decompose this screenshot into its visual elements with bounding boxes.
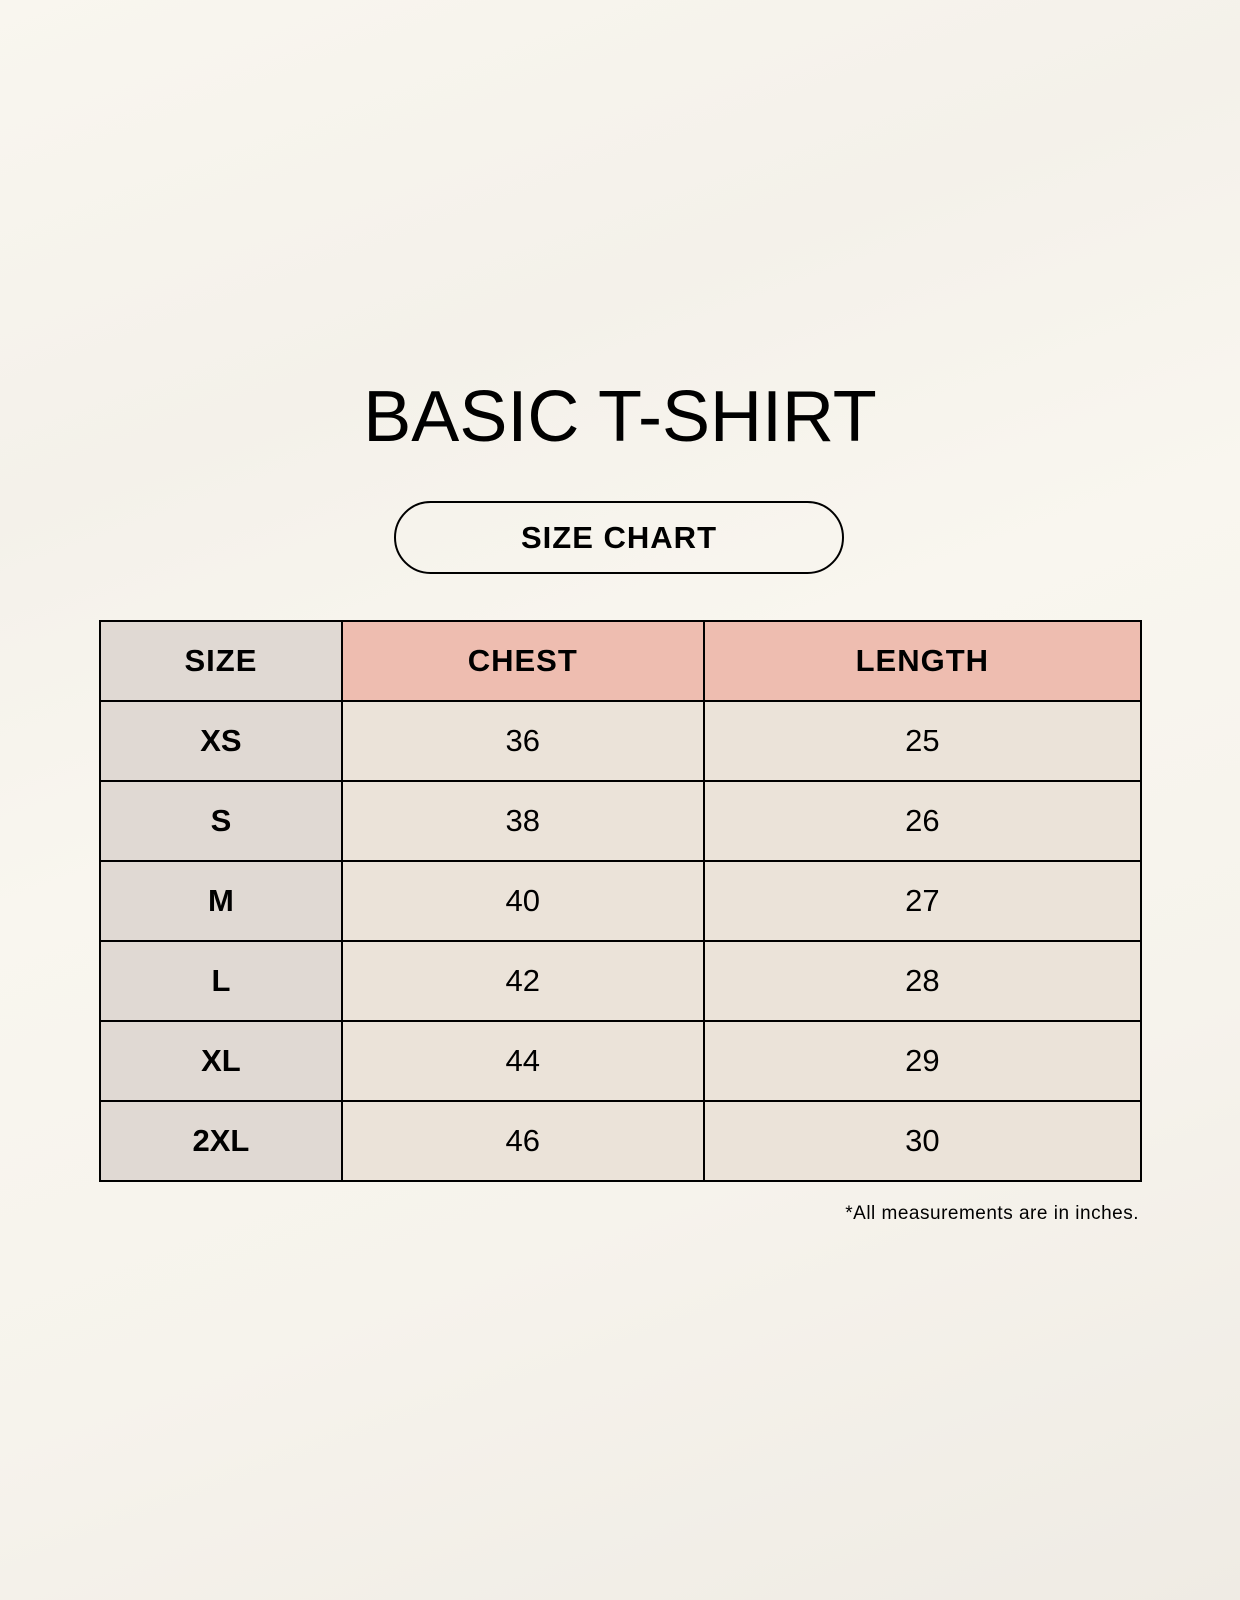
- cell-size: 2XL: [99, 1100, 343, 1182]
- cell-chest: 40: [340, 860, 705, 942]
- cell-chest: 42: [340, 940, 705, 1022]
- cell-chest: 46: [340, 1100, 705, 1182]
- table-row: XS 36 25: [99, 700, 1143, 782]
- cell-size: XS: [99, 700, 343, 782]
- header-chest: CHEST: [340, 620, 705, 702]
- cell-length: 30: [702, 1100, 1143, 1182]
- table-header-row: SIZE CHEST LENGTH: [99, 620, 1143, 702]
- measurement-note: *All measurements are in inches.: [845, 1203, 1139, 1224]
- table-row: XL 44 29: [99, 1020, 1143, 1102]
- size-table: SIZE CHEST LENGTH XS 36 25 S 38 26 M 40 27 L 42 28 X…: [99, 620, 1143, 1182]
- cell-length: 25: [702, 700, 1143, 782]
- size-chart-label: SIZE CHART: [394, 501, 844, 574]
- cell-chest: 44: [340, 1020, 705, 1102]
- cell-chest: 38: [340, 780, 705, 862]
- cell-chest: 36: [340, 700, 705, 782]
- cell-size: XL: [99, 1020, 343, 1102]
- page-title: BASIC T-SHIRT: [363, 377, 877, 457]
- cell-length: 27: [702, 860, 1143, 942]
- cell-length: 26: [702, 780, 1143, 862]
- table-row: M 40 27: [99, 860, 1143, 942]
- cell-length: 28: [702, 940, 1143, 1022]
- table-row: 2XL 46 30: [99, 1100, 1143, 1182]
- cell-length: 29: [702, 1020, 1143, 1102]
- table-row: L 42 28: [99, 940, 1143, 1022]
- header-size: SIZE: [99, 620, 343, 702]
- table-row: S 38 26: [99, 780, 1143, 862]
- header-length: LENGTH: [702, 620, 1143, 702]
- cell-size: L: [99, 940, 343, 1022]
- cell-size: S: [99, 780, 343, 862]
- cell-size: M: [99, 860, 343, 942]
